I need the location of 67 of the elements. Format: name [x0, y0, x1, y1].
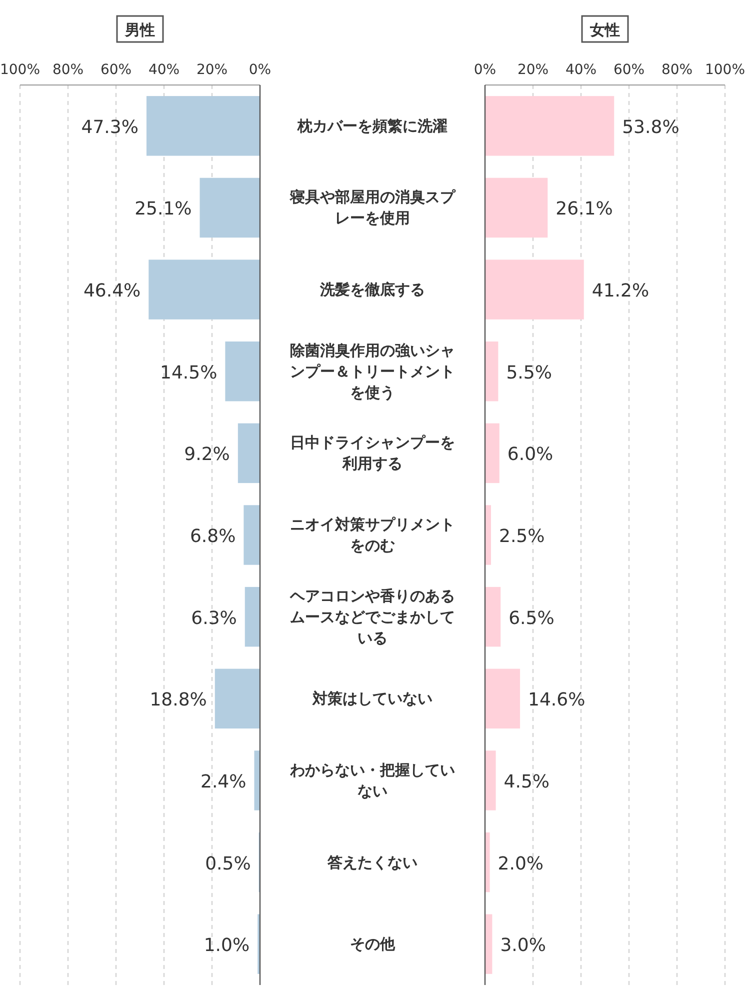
x-tick-label: 40%: [565, 62, 597, 78]
data-label: 47.3%: [81, 116, 138, 138]
y-tick-label: 対策はしていない: [312, 690, 432, 708]
y-tick-label: ヘアコロンや香りのあるムースなどでごまかしている: [289, 586, 455, 647]
y-tick-label: わからない・把握していない: [289, 760, 455, 800]
bar: [485, 342, 498, 402]
data-label: 5.5%: [506, 362, 552, 384]
bar: [254, 750, 260, 810]
x-tick-label: 80%: [661, 62, 693, 78]
x-tick-label: 80%: [52, 62, 84, 78]
data-label: 53.8%: [622, 116, 680, 138]
data-label: 2.4%: [200, 771, 246, 792]
data-label: 25.1%: [134, 198, 192, 220]
y-tick-label: 洗髪を徹底する: [319, 280, 425, 299]
data-label: 6.3%: [191, 608, 237, 629]
data-label: 46.4%: [83, 280, 141, 302]
data-label: 14.6%: [528, 690, 586, 711]
bar: [485, 832, 490, 892]
data-label: 2.0%: [498, 853, 544, 874]
bar: [485, 505, 491, 565]
y-tick-label: 日中ドライシャンプーを利用する: [290, 434, 455, 473]
bar: [485, 668, 520, 728]
bar: [485, 423, 500, 484]
bar: [225, 342, 260, 402]
data-label: 4.5%: [504, 771, 550, 792]
y-tick-label: 枕カバーを頻繁に洗濯: [296, 116, 448, 135]
y-tick-label: 寝具や部屋用の消臭スプレーを使用: [289, 188, 456, 228]
x-tick-label: 20%: [517, 62, 549, 78]
x-tick-label: 60%: [613, 62, 645, 78]
data-label: 9.2%: [184, 444, 230, 466]
chart-title: 男性: [124, 21, 155, 39]
bar: [148, 260, 260, 320]
x-tick-label: 60%: [100, 62, 132, 78]
bar: [485, 260, 584, 320]
data-label: 6.8%: [190, 526, 236, 547]
bar: [485, 750, 496, 810]
bar: [485, 96, 614, 156]
data-label: 3.0%: [500, 935, 546, 956]
data-label: 6.5%: [508, 608, 554, 629]
bar: [485, 586, 501, 647]
x-tick-label: 40%: [148, 62, 180, 78]
x-tick-label: 20%: [196, 62, 228, 78]
y-tick-label: その他: [350, 935, 396, 954]
x-tick-label: 0%: [474, 62, 496, 78]
bar: [214, 668, 260, 728]
data-label: 6.0%: [507, 444, 554, 466]
data-label: 0.5%: [205, 853, 251, 874]
bar: [244, 505, 260, 565]
y-tick-label: ニオイ対策サプリメントをのむ: [290, 516, 455, 554]
bar: [485, 178, 548, 238]
y-tick-label: 答えたくない: [326, 853, 418, 872]
y-tick-label: 除菌消臭作用の強いシャンプー＆トリートメントを使う: [290, 341, 455, 402]
bar: [244, 586, 260, 647]
bar: [238, 423, 260, 484]
bar: [200, 178, 260, 238]
x-tick-label: 0%: [248, 62, 272, 78]
data-label: 14.5%: [160, 362, 218, 384]
bar: [146, 96, 260, 156]
x-tick-label: 100%: [0, 62, 40, 78]
data-label: 18.8%: [150, 690, 207, 711]
x-tick-label: 100%: [704, 62, 746, 78]
chart-title: 女性: [589, 21, 620, 39]
data-label: 41.2%: [592, 280, 650, 302]
data-label: 2.5%: [499, 526, 545, 547]
bar: [485, 914, 492, 974]
data-label: 1.0%: [204, 935, 250, 956]
data-label: 26.1%: [556, 198, 613, 220]
